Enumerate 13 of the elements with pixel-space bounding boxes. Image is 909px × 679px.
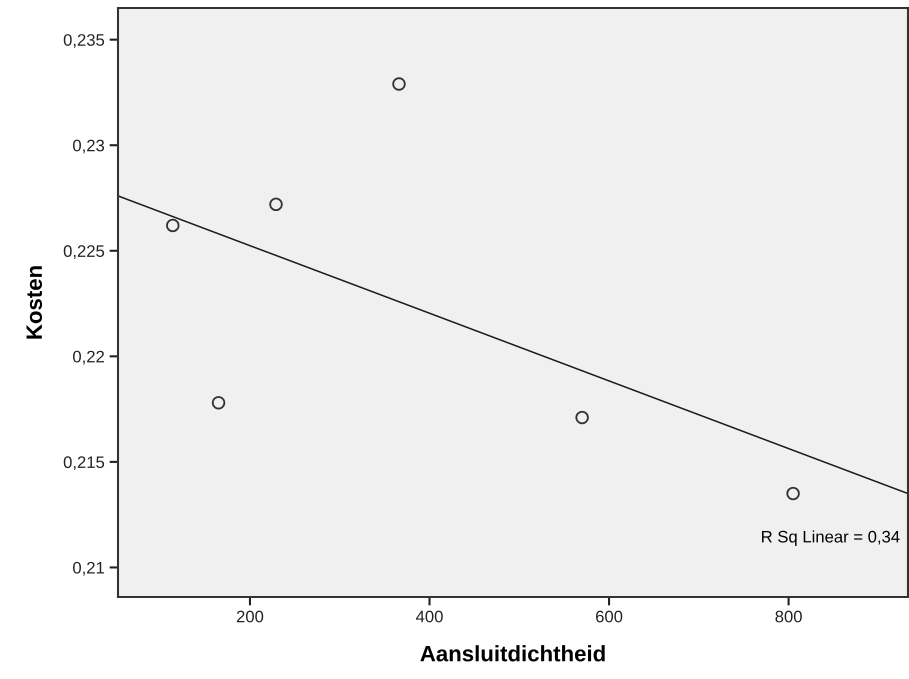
y-tick-label: 0,22	[73, 350, 104, 365]
y-tick-label: 0,21	[73, 562, 104, 576]
y-axis-title: Kosten	[26, 266, 42, 339]
x-tick-label: 600	[596, 610, 622, 622]
y-tick-label: 0,225	[64, 245, 104, 259]
y-tick-label: 0,215	[64, 456, 104, 470]
x-tick-label: 800	[775, 610, 802, 622]
x-tick-label: 200	[236, 610, 264, 622]
annotation: R Sq Linear = 0,34	[762, 530, 900, 546]
x-axis-title: Aansluitdichtheid	[420, 645, 605, 662]
x-tick-label: 400	[416, 610, 443, 622]
y-tick-label: 0,23	[73, 140, 104, 154]
y-tick-label: 0,235	[64, 34, 104, 48]
